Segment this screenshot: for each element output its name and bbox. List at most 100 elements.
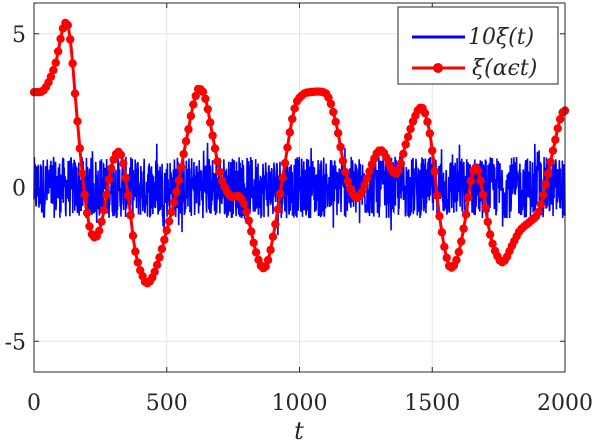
series-red-marker xyxy=(331,117,340,126)
series-red-marker xyxy=(80,190,89,199)
series-red-marker xyxy=(169,198,179,207)
series-red-marker xyxy=(437,228,447,237)
series-red-marker xyxy=(116,150,126,159)
series-red-marker xyxy=(49,66,58,75)
series-red-marker xyxy=(358,187,367,196)
series-red-marker xyxy=(78,169,87,178)
series-red-marker xyxy=(546,157,555,167)
series-red-marker xyxy=(541,180,550,189)
series-red-marker xyxy=(210,144,220,153)
series-red-marker xyxy=(543,169,553,178)
series-red-marker xyxy=(266,245,275,255)
series-red-marker xyxy=(160,235,169,244)
x-tick-label: 2000 xyxy=(537,391,593,416)
series-red-marker xyxy=(336,142,345,152)
series-red-marker xyxy=(464,193,473,202)
series-red-marker xyxy=(68,59,77,68)
y-tick-label: 0 xyxy=(12,177,26,202)
series-red-marker xyxy=(399,149,408,159)
series-red-marker xyxy=(268,232,278,241)
series-red-marker xyxy=(288,114,297,124)
series-red-marker xyxy=(403,132,413,141)
series-red-marker xyxy=(73,117,82,126)
series-red-marker xyxy=(186,111,196,121)
series-red-marker xyxy=(162,226,171,235)
series-red-marker xyxy=(452,255,461,265)
series-red-marker xyxy=(442,253,451,262)
series-red-marker xyxy=(271,220,280,229)
series-red-marker xyxy=(548,146,558,155)
series-red-marker xyxy=(478,190,488,199)
series-red-marker xyxy=(177,163,186,172)
series-red-marker xyxy=(198,87,208,97)
series-red-marker xyxy=(278,173,287,183)
series-red-marker xyxy=(473,166,483,175)
series-red-marker xyxy=(213,157,222,166)
series-red-marker xyxy=(488,239,497,249)
series-red-marker xyxy=(329,107,338,117)
y-tick-label: -5 xyxy=(5,330,26,355)
series-red-marker xyxy=(261,262,270,271)
x-axis-label: t xyxy=(294,417,304,441)
series-red-marker xyxy=(167,207,176,217)
tick-layer: 0 500 1000 1500 2000 -5 0 5 xyxy=(5,3,593,416)
legend-marker-red xyxy=(433,63,443,73)
series-red-marker xyxy=(133,258,142,267)
series-red-marker xyxy=(128,231,138,240)
series-red-marker xyxy=(536,200,546,209)
x-tick-label: 1000 xyxy=(272,391,328,416)
series-red-marker xyxy=(152,260,162,270)
series-red-marker xyxy=(481,203,490,212)
series-red-marker xyxy=(46,72,56,81)
series-red-marker xyxy=(365,167,374,176)
series-red-marker xyxy=(189,100,198,109)
red-series-layer xyxy=(29,18,570,288)
series-red-marker xyxy=(275,189,285,198)
series-red-marker xyxy=(263,255,273,265)
series-red-marker xyxy=(104,175,114,184)
series-red-marker xyxy=(131,247,140,256)
legend-box xyxy=(397,6,559,85)
series-red-marker xyxy=(280,159,290,168)
series-red-marker xyxy=(539,190,548,200)
legend: 10ξ(t) ξ(αϵt) xyxy=(397,6,559,85)
series-red-marker xyxy=(179,149,188,159)
series-red-marker xyxy=(242,207,251,217)
series-red-marker xyxy=(283,143,292,152)
series-red-marker xyxy=(94,226,104,236)
series-red-marker xyxy=(56,34,65,44)
series-red-marker xyxy=(401,140,410,149)
series-red-marker xyxy=(181,137,191,146)
series-red-marker xyxy=(406,124,415,134)
y-tick-label: 5 xyxy=(12,23,26,48)
series-red-marker xyxy=(435,211,444,221)
series-red-marker xyxy=(420,108,430,118)
series-red-marker xyxy=(208,131,217,140)
series-red-marker xyxy=(290,104,299,113)
series-red-marker xyxy=(119,159,128,168)
series-red-marker xyxy=(247,227,256,236)
series-red-marker xyxy=(251,248,261,257)
series-red-marker xyxy=(326,99,336,109)
series-red-marker xyxy=(239,199,249,209)
legend-label-red: ξ(αϵt) xyxy=(472,56,537,81)
x-tick-label: 500 xyxy=(146,391,188,416)
series-red-marker xyxy=(360,180,369,189)
series-red-marker xyxy=(123,191,133,200)
series-red-marker xyxy=(459,224,468,233)
series-red-marker xyxy=(428,146,437,155)
series-red-marker xyxy=(485,230,495,239)
series-red-marker xyxy=(66,35,75,44)
series-red-marker xyxy=(440,242,449,252)
series-red-marker xyxy=(338,156,348,166)
series-red-marker xyxy=(75,144,85,153)
series-red-marker xyxy=(70,89,80,98)
series-red-marker xyxy=(121,173,130,183)
legend-label-blue: 10ξ(t) xyxy=(468,25,534,50)
series-red-marker xyxy=(206,118,215,127)
series-red-marker xyxy=(343,176,352,186)
series-red-marker xyxy=(164,217,174,226)
series-red-marker xyxy=(551,135,560,144)
